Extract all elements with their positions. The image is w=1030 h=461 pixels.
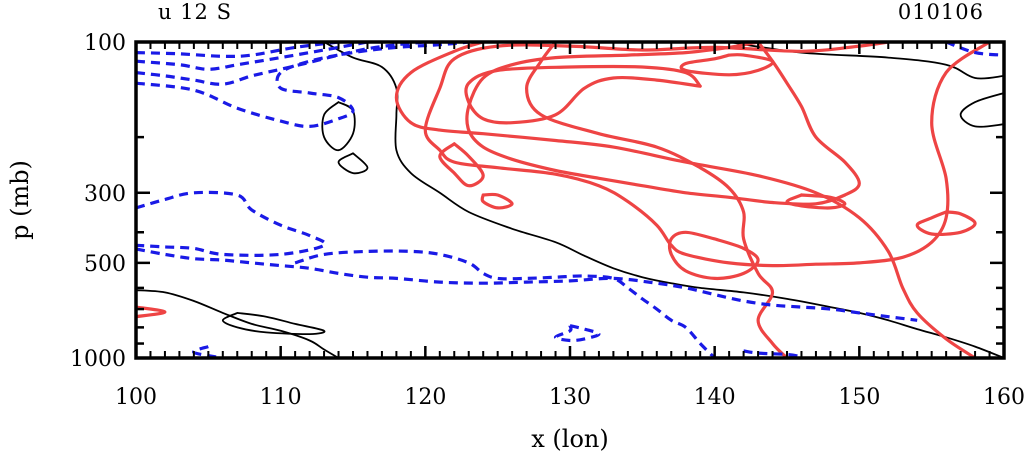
contour-positive-3 [464,64,702,125]
y-tick-labels: 100 300 500 1000 [70,31,126,372]
contour-positive-2 [423,42,992,268]
x-tick-label: 130 [549,385,591,410]
plot-frame [134,40,1006,360]
contour-positive-1 [394,42,977,358]
contour-negative-6 [294,249,716,358]
contour-negative-1 [136,42,368,71]
contour-zero-1 [323,42,1004,358]
contour-negative-3 [136,42,469,129]
contour-zero-0 [136,289,340,358]
x-tick-label: 110 [260,385,302,410]
contour-positive-4 [679,53,775,77]
contour-positive-11 [136,305,167,319]
contour-negative-5 [136,247,918,322]
x-tick-labels: 100 110 120 130 140 150 160 [115,385,1025,410]
contour-zero-6 [221,312,326,336]
contour-negative-9 [743,349,802,358]
tick-marks [134,40,1006,360]
x-tick-label: 150 [838,385,880,410]
x-tick-label: 120 [404,385,446,410]
contour-positive-0 [525,42,789,358]
chart-title-right: 010106 [898,0,984,24]
contour-negative-4 [136,190,327,257]
contour-positive-7 [915,210,977,237]
contour-positive-5 [465,42,861,206]
y-tick-label: 100 [84,31,126,56]
contour-negative-2 [136,42,426,86]
y-tick-label: 1000 [70,347,126,372]
contour-zero-3 [959,92,1004,128]
y-tick-label: 300 [84,182,126,207]
chart-title-left: u 12 S [158,0,232,24]
y-axis-label: p (mb) [6,160,34,240]
contour-negative-10 [945,42,1004,57]
y-tick-label: 500 [84,252,126,277]
contour-zero-5 [337,152,369,175]
contour-negative-8 [553,324,601,343]
x-tick-label: 160 [983,385,1025,410]
contour-zero-4 [321,101,356,152]
contour-layer [136,42,1004,358]
contour-positive-10 [480,192,514,210]
contour-positive-6 [785,193,847,210]
contour-positive-9 [438,142,485,188]
x-axis-label: x (lon) [531,425,608,453]
contour-positive-8 [667,230,760,281]
x-tick-label: 140 [694,385,736,410]
x-tick-label: 100 [115,385,157,410]
